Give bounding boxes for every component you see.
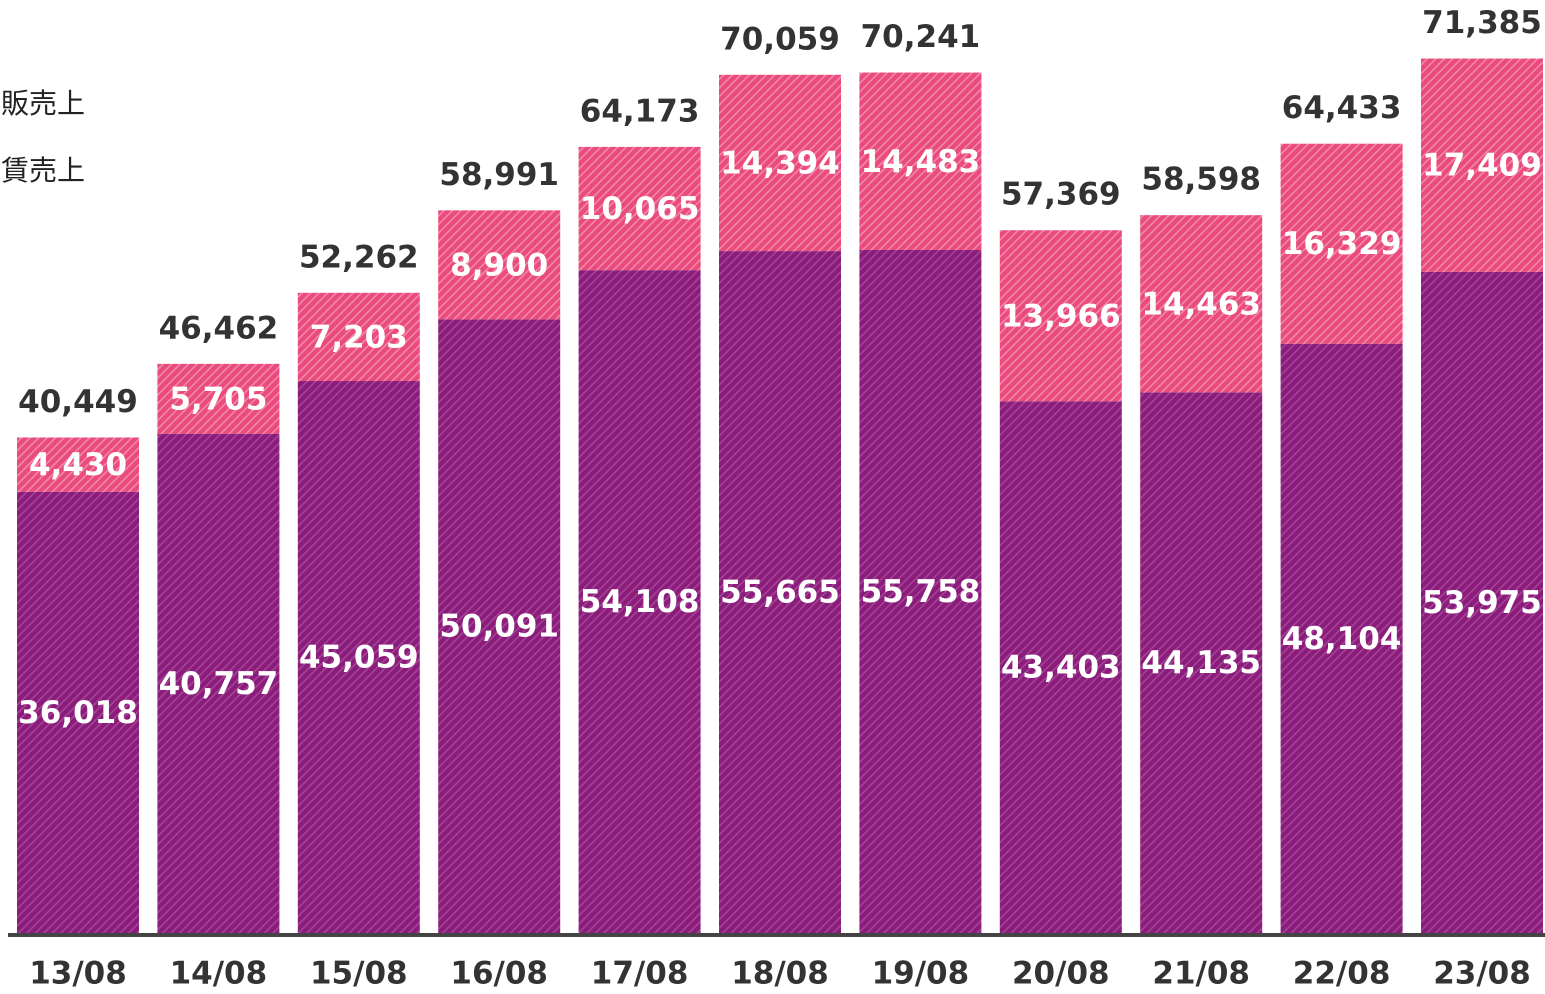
bar-segment	[719, 251, 841, 933]
x-tick-label: 16/08	[450, 956, 548, 992]
bar-segment	[17, 437, 139, 492]
bar-segment	[859, 72, 982, 250]
data-label: 55,758	[861, 574, 981, 610]
total-label: 70,241	[861, 19, 981, 55]
data-label: 16,329	[1282, 226, 1402, 262]
data-label: 14,394	[720, 145, 840, 181]
data-label: 4,430	[29, 447, 127, 483]
bar-segment	[578, 146, 701, 271]
data-label: 53,975	[1422, 585, 1542, 621]
data-label: 13,966	[1001, 298, 1121, 334]
x-tick-label: 17/08	[591, 956, 689, 992]
bar-segment	[157, 433, 280, 933]
data-label: 14,463	[1141, 286, 1261, 322]
data-label: 40,757	[159, 666, 279, 702]
data-label: 54,108	[580, 584, 700, 620]
bar-segment	[1280, 343, 1403, 933]
total-label: 58,991	[439, 157, 559, 193]
data-label: 50,091	[439, 609, 559, 645]
x-tick-label: 22/08	[1293, 956, 1391, 992]
total-label: 40,449	[18, 384, 138, 420]
bar-segment	[1421, 58, 1543, 272]
total-label: 52,262	[299, 239, 419, 275]
total-label: 71,385	[1422, 5, 1542, 41]
data-label: 44,135	[1141, 645, 1261, 681]
bar-segment	[859, 249, 982, 934]
total-label: 46,462	[159, 310, 279, 346]
data-label: 5,705	[169, 381, 267, 417]
x-tick-label: 21/08	[1152, 956, 1250, 992]
x-tick-label: 15/08	[310, 956, 408, 992]
bar-segment	[438, 319, 561, 933]
bar-segment	[297, 292, 420, 382]
data-label: 43,403	[1001, 650, 1121, 686]
bar-segment	[1280, 143, 1403, 344]
bar-segment	[157, 363, 280, 434]
bar-segment	[297, 381, 420, 934]
data-label: 17,409	[1422, 148, 1542, 184]
bar-segment	[1140, 392, 1263, 933]
data-label: 45,059	[299, 640, 419, 676]
bar-segment	[578, 270, 701, 933]
bar-segment	[999, 401, 1122, 934]
bar-segment	[438, 210, 561, 320]
bar-segment	[17, 491, 139, 933]
total-label: 57,369	[1001, 177, 1121, 213]
bar-segment	[999, 230, 1122, 402]
data-label: 7,203	[310, 319, 408, 355]
x-tick-label: 18/08	[731, 956, 829, 992]
total-label: 70,059	[720, 21, 840, 57]
x-tick-label: 19/08	[872, 956, 970, 992]
data-label: 55,665	[720, 575, 840, 611]
legend-label: 販売上	[1, 87, 85, 120]
x-tick-label: 14/08	[170, 956, 268, 992]
data-label: 10,065	[580, 191, 700, 227]
data-label: 14,483	[861, 144, 981, 180]
x-tick-label: 13/08	[29, 956, 127, 992]
bar-segment	[719, 74, 841, 252]
total-label: 64,173	[580, 93, 700, 129]
total-label: 58,598	[1141, 162, 1261, 198]
x-tick-label: 23/08	[1433, 956, 1531, 992]
legend-label: 賃売上	[1, 154, 85, 187]
data-label: 48,104	[1282, 621, 1402, 657]
data-label: 8,900	[450, 247, 548, 283]
x-tick-label: 20/08	[1012, 956, 1110, 992]
bar-segment	[1421, 271, 1543, 933]
data-label: 36,018	[18, 695, 138, 731]
total-label: 64,433	[1282, 90, 1402, 126]
bar-segment	[1140, 215, 1263, 393]
